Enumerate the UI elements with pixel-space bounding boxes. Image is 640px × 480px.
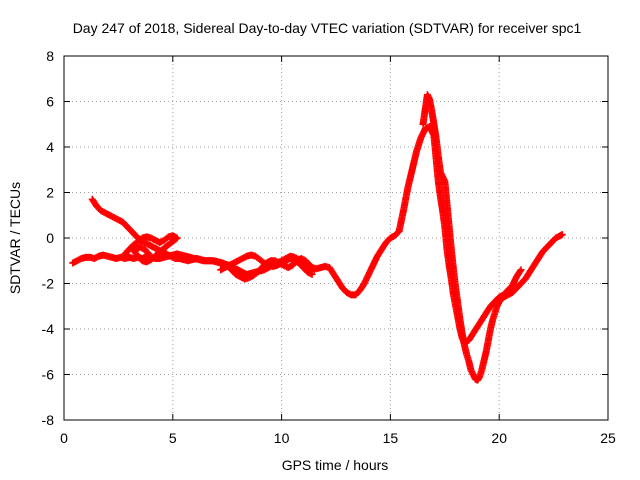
y-tick-label: -6 <box>42 367 55 383</box>
y-tick-label: 4 <box>46 139 54 155</box>
x-tick-label: 20 <box>491 430 507 446</box>
axis-ticks: 0 5 10 15 20 25 -8 -6 -4 -2 0 2 4 6 8 <box>42 48 616 446</box>
x-tick-label: 15 <box>383 430 399 446</box>
x-tick-label: 5 <box>169 430 177 446</box>
x-axis-label: GPS time / hours <box>282 457 389 473</box>
chart-title: Day 247 of 2018, Sidereal Day-to-day VTE… <box>73 20 582 36</box>
data-point <box>308 270 316 278</box>
data-point <box>144 249 152 257</box>
data-point <box>310 266 318 274</box>
y-tick-label: 6 <box>46 94 54 110</box>
y-tick-label: 0 <box>46 230 54 246</box>
data-point <box>145 250 153 258</box>
y-tick-label: 2 <box>46 185 54 201</box>
y-axis-label: SDTVAR / TECUs <box>7 182 23 294</box>
data-point <box>558 231 566 239</box>
plot-frame <box>63 55 609 421</box>
y-tick-label: -2 <box>42 276 55 292</box>
x-tick-label: 0 <box>60 430 68 446</box>
y-tick-label: -8 <box>42 412 55 428</box>
data-point <box>517 266 525 274</box>
y-tick-label: -4 <box>42 321 55 337</box>
x-tick-label: 10 <box>274 430 290 446</box>
grid-lines <box>64 56 608 420</box>
data-point <box>309 265 317 273</box>
data-points <box>69 91 566 384</box>
y-tick-label: 8 <box>46 48 54 64</box>
x-tick-label: 25 <box>600 430 616 446</box>
data-point <box>516 267 524 275</box>
